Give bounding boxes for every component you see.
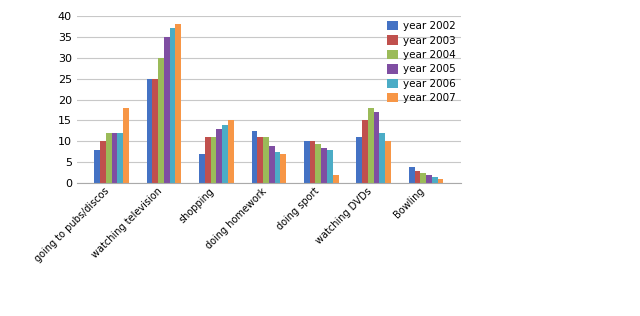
Bar [100, 142, 106, 183]
Bar [228, 120, 234, 183]
Bar [280, 154, 286, 183]
Bar [321, 148, 327, 183]
Bar [94, 150, 100, 183]
Bar [356, 137, 362, 183]
Bar [420, 173, 426, 183]
Bar [374, 112, 380, 183]
Bar [269, 146, 275, 183]
Bar [327, 150, 333, 183]
Bar [380, 133, 385, 183]
Legend: year 2002, year 2003, year 2004, year 2005, year 2006, year 2007: year 2002, year 2003, year 2004, year 20… [387, 21, 456, 103]
Bar [415, 171, 420, 183]
Bar [222, 125, 228, 183]
Bar [275, 152, 280, 183]
Bar [409, 167, 415, 183]
Bar [362, 120, 368, 183]
Bar [316, 143, 321, 183]
Bar [216, 129, 222, 183]
Bar [432, 177, 438, 183]
Bar [175, 24, 181, 183]
Bar [426, 175, 432, 183]
Bar [205, 137, 211, 183]
Bar [152, 79, 158, 183]
Bar [106, 133, 111, 183]
Bar [385, 142, 391, 183]
Bar [199, 154, 205, 183]
Bar [333, 175, 339, 183]
Bar [257, 137, 263, 183]
Bar [310, 142, 316, 183]
Bar [211, 137, 216, 183]
Bar [368, 108, 374, 183]
Bar [252, 131, 257, 183]
Bar [147, 79, 152, 183]
Bar [164, 37, 170, 183]
Bar [123, 108, 129, 183]
Bar [304, 142, 310, 183]
Bar [117, 133, 123, 183]
Bar [170, 28, 175, 183]
Bar [438, 179, 444, 183]
Bar [158, 58, 164, 183]
Bar [263, 137, 269, 183]
Bar [111, 133, 117, 183]
